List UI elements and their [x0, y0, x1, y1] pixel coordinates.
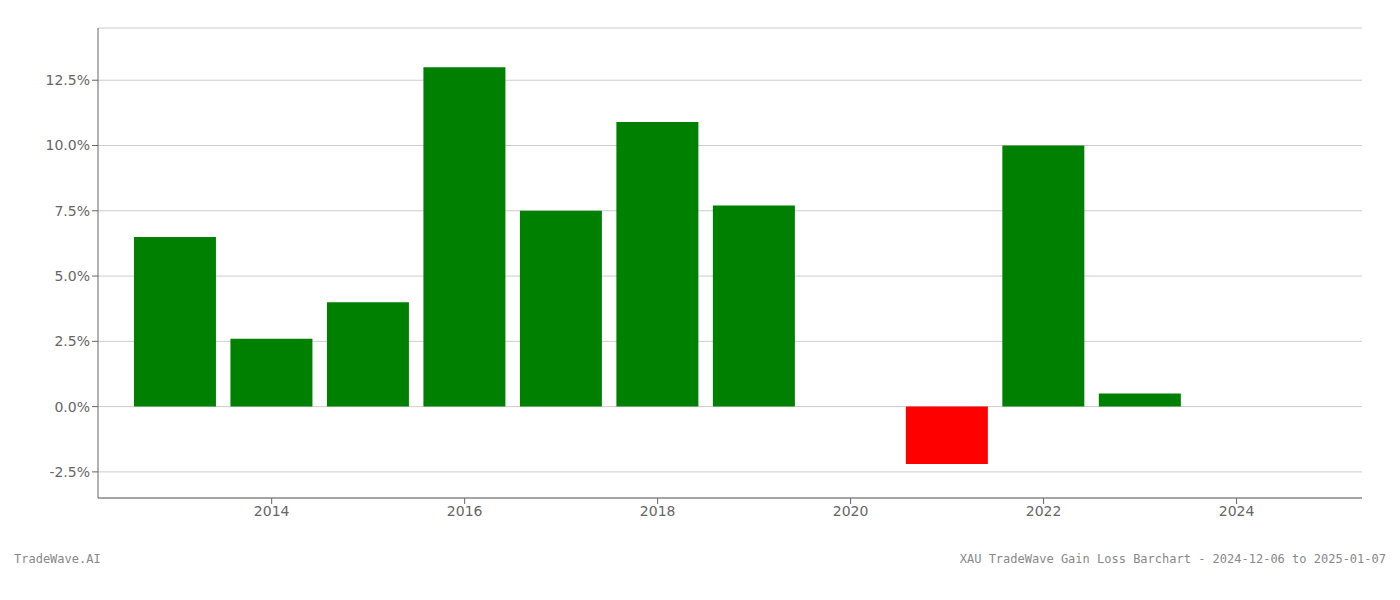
svg-text:0.0%: 0.0%: [54, 399, 90, 415]
html-text:TradeWave.AI: TradeWave.AI: [14, 552, 101, 566]
html-text:XAU TradeWave Gain Loss Barcha: XAU TradeWave Gain Loss Barchart - 2024-…: [959, 552, 1386, 566]
svg-text:2024: 2024: [1219, 503, 1255, 519]
svg-text:7.5%: 7.5%: [54, 203, 90, 219]
svg-text:2022: 2022: [1026, 503, 1062, 519]
svg-text:12.5%: 12.5%: [46, 72, 90, 88]
svg-text:2020: 2020: [833, 503, 869, 519]
svg-text:2014: 2014: [254, 503, 290, 519]
svg-text:2.5%: 2.5%: [54, 333, 90, 349]
svg-text:5.0%: 5.0%: [54, 268, 90, 284]
svg-text:-2.5%: -2.5%: [49, 464, 90, 480]
svg-text:2016: 2016: [447, 503, 483, 519]
svg-text:2018: 2018: [640, 503, 676, 519]
svg-text:10.0%: 10.0%: [46, 137, 90, 153]
